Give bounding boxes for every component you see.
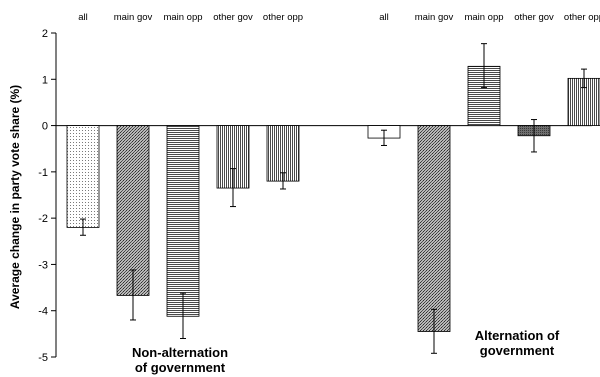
category-label: other opp — [564, 12, 600, 23]
y-tick-label: -4 — [38, 306, 48, 318]
category-label: main opp — [464, 12, 503, 23]
group-label-line: government — [480, 343, 555, 358]
bar — [417, 125, 451, 332]
category-label: main gov — [415, 12, 454, 23]
y-tick-label: 0 — [42, 121, 48, 133]
category-label: main gov — [114, 12, 153, 23]
bar-series — [66, 65, 600, 332]
category-label: other gov — [514, 12, 554, 23]
group-label-line: of government — [135, 360, 226, 375]
y-tick-label: -1 — [38, 167, 48, 179]
category-label: main opp — [163, 12, 202, 23]
category-label: other opp — [263, 12, 303, 23]
error-bars — [80, 43, 587, 354]
category-label: all — [379, 12, 389, 23]
bar — [116, 125, 150, 296]
bar — [166, 125, 200, 317]
y-tick-label: -2 — [38, 213, 48, 225]
category-labels: all main gov main opp other gov other opp all… — [78, 12, 600, 23]
category-label: all — [78, 12, 88, 23]
y-axis-title: Average change in party vote share (%) — [8, 85, 22, 309]
group-label-line: Alternation of — [475, 328, 560, 343]
group-label-line: Non-alternation — [132, 345, 228, 360]
y-tick-label: 1 — [42, 74, 48, 86]
y-axis: 2 1 0 -1 -2 -3 -4 -5 — [38, 28, 57, 364]
bar — [66, 125, 100, 228]
y-tick-label: -3 — [38, 259, 48, 271]
y-tick-label: 2 — [42, 28, 48, 40]
category-label: other gov — [213, 12, 253, 23]
y-tick-label: -5 — [38, 352, 48, 364]
